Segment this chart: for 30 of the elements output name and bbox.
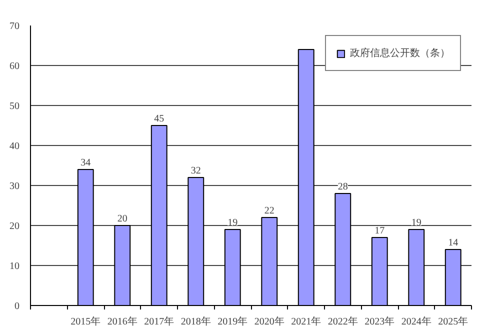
text: 34 [80, 158, 91, 168]
y-tick-label: 60 [10, 61, 20, 72]
text: 20 [117, 214, 128, 224]
x-tick-label: 2016年 [107, 316, 138, 328]
x-tick-label: 2022年 [328, 316, 358, 328]
x-tick-label: 2025年 [438, 316, 468, 328]
y-tick-label: 10 [10, 261, 20, 272]
legend-label: 政府信息公开数（条） [350, 46, 450, 60]
x-tick-label: 2017年 [144, 316, 174, 328]
text: 28 [338, 182, 348, 192]
x-tick-label: 2024年 [401, 316, 432, 328]
x-tick-label: 2020年 [254, 316, 284, 328]
text: 19 [411, 218, 422, 228]
text: 19 [228, 218, 238, 228]
x-tick-label: 2018年 [180, 316, 211, 328]
x-tick-label: 2015年 [70, 316, 101, 328]
x-tick-label: 2023年 [364, 316, 395, 328]
text: 14 [448, 238, 458, 248]
y-tick-label: 30 [10, 181, 20, 192]
y-tick-label: 50 [10, 101, 20, 112]
y-tick-label: 20 [10, 221, 20, 232]
x-tick-label: 2019年 [218, 316, 248, 328]
text: 45 [154, 114, 164, 124]
text: 32 [190, 166, 201, 176]
y-tick-label: 40 [10, 141, 20, 152]
x-tick-label: 2021年 [291, 316, 322, 328]
text: 22 [264, 206, 274, 216]
text: 17 [374, 226, 385, 236]
y-tick-label: 70 [10, 21, 20, 32]
y-tick-label: 0 [14, 301, 20, 312]
